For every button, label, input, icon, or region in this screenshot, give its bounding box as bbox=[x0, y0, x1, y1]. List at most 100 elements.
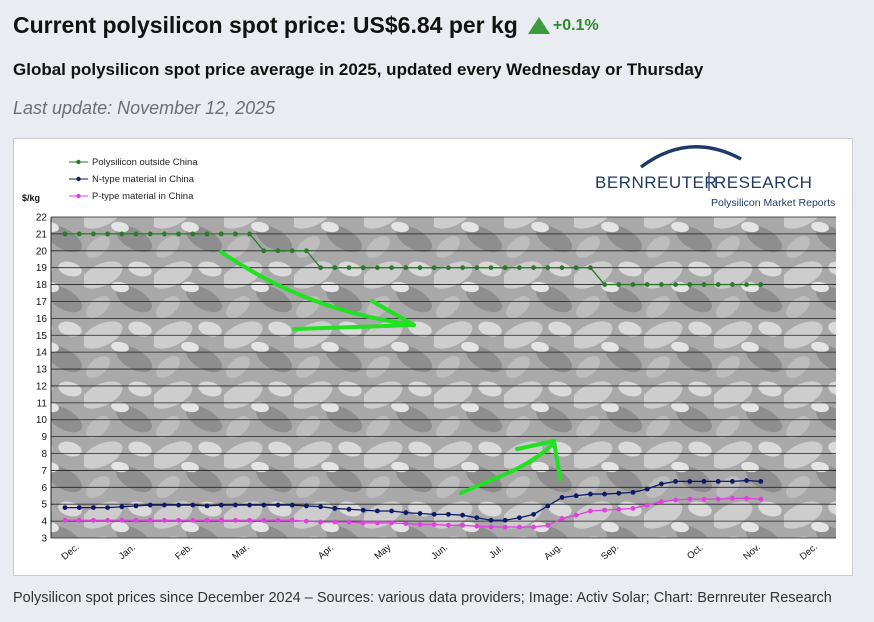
down-trend-arrow-head bbox=[292, 299, 416, 331]
x-tick-label: Nov. bbox=[741, 542, 763, 563]
bernreuter-logo: BERNREUTER RESEARCH Polysilicon Market R… bbox=[595, 145, 835, 209]
data-point-outside_china bbox=[346, 265, 352, 271]
logo-secondary: RESEARCH bbox=[714, 173, 812, 192]
trend-arrows bbox=[219, 250, 562, 495]
data-point-p_type bbox=[176, 517, 182, 523]
x-tick-label: Feb. bbox=[173, 542, 195, 563]
data-point-p_type bbox=[389, 520, 394, 526]
data-point-p_type bbox=[460, 522, 465, 528]
data-point-p_type bbox=[602, 507, 607, 513]
data-point-outside_china bbox=[162, 231, 167, 237]
data-point-outside_china bbox=[119, 231, 125, 237]
data-point-n_type bbox=[147, 502, 153, 508]
x-axis: Dec. Jan. Feb. Mar. Apr. May Jun. Jul. Aug. Sep. O… bbox=[59, 542, 819, 563]
data-point-n_type bbox=[289, 502, 295, 508]
y-tick-label: 5 bbox=[41, 500, 47, 511]
data-point-p_type bbox=[375, 520, 380, 526]
data-point-n_type bbox=[744, 478, 749, 483]
data-point-n_type bbox=[176, 502, 182, 508]
x-tick-label: May bbox=[372, 542, 393, 562]
data-point-p_type bbox=[247, 517, 253, 523]
data-point-p_type bbox=[105, 517, 110, 523]
x-tick-label: Dec. bbox=[59, 542, 81, 563]
data-point-p_type bbox=[403, 521, 409, 527]
data-point-outside_china bbox=[261, 248, 267, 254]
data-point-p_type bbox=[204, 517, 210, 523]
data-point-p_type bbox=[588, 508, 593, 514]
data-point-p_type bbox=[517, 524, 522, 530]
data-point-outside_china bbox=[76, 231, 82, 237]
data-point-outside_china bbox=[715, 282, 721, 287]
data-point-p_type bbox=[659, 499, 664, 505]
data-point-outside_china bbox=[417, 265, 423, 271]
y-tick-label: 6 bbox=[41, 483, 47, 494]
data-point-n_type bbox=[105, 505, 110, 510]
legend-marker-p-type bbox=[76, 193, 81, 199]
data-point-n_type bbox=[431, 511, 437, 517]
data-point-p_type bbox=[630, 506, 636, 511]
data-point-n_type bbox=[91, 505, 96, 510]
plot-background bbox=[51, 217, 836, 538]
data-point-n_type bbox=[659, 481, 664, 487]
data-point-outside_china bbox=[332, 265, 338, 271]
data-point-outside_china bbox=[573, 265, 579, 271]
y-tick-label: 19 bbox=[36, 263, 48, 274]
data-point-p_type bbox=[446, 522, 451, 528]
logo-primary: BERNREUTER bbox=[595, 173, 717, 192]
data-point-n_type bbox=[233, 502, 238, 508]
data-point-n_type bbox=[673, 479, 678, 484]
data-point-n_type bbox=[247, 502, 253, 508]
data-point-outside_china bbox=[91, 231, 96, 237]
data-point-outside_china bbox=[133, 231, 139, 237]
data-point-p_type bbox=[573, 512, 579, 518]
data-point-n_type bbox=[644, 486, 650, 492]
data-point-outside_china bbox=[488, 265, 494, 271]
y-tick-label: 21 bbox=[36, 229, 48, 240]
y-tick-label: 7 bbox=[41, 466, 47, 477]
y-tick-label: 8 bbox=[41, 449, 47, 460]
data-point-p_type bbox=[545, 522, 551, 528]
data-point-p_type bbox=[76, 517, 82, 523]
data-point-p_type bbox=[190, 517, 196, 523]
y-tick-label: 14 bbox=[36, 348, 48, 359]
data-point-outside_china bbox=[616, 282, 622, 287]
data-point-outside_china bbox=[545, 265, 551, 271]
data-point-n_type bbox=[332, 506, 338, 511]
data-point-outside_china bbox=[744, 282, 749, 287]
data-point-outside_china bbox=[630, 282, 636, 287]
y-tick-label: 11 bbox=[37, 398, 48, 409]
legend-label-n-type: N-type material in China bbox=[92, 174, 195, 185]
data-point-outside_china bbox=[275, 248, 281, 254]
y-tick-label: 13 bbox=[36, 365, 48, 376]
data-point-outside_china bbox=[474, 265, 480, 271]
data-point-outside_china bbox=[730, 282, 735, 287]
data-point-n_type bbox=[261, 502, 267, 508]
data-point-outside_china bbox=[687, 282, 693, 287]
data-point-p_type bbox=[304, 518, 309, 524]
data-point-n_type bbox=[318, 504, 323, 510]
data-point-outside_china bbox=[644, 282, 650, 287]
data-point-p_type bbox=[91, 517, 96, 523]
legend-label-p-type: P-type material in China bbox=[92, 191, 194, 202]
data-point-outside_china bbox=[403, 265, 409, 271]
data-point-n_type bbox=[630, 489, 636, 495]
data-point-outside_china bbox=[758, 282, 764, 287]
x-tick-label: Jun. bbox=[429, 542, 450, 562]
data-point-n_type bbox=[474, 515, 480, 521]
up-trend-arrow-head bbox=[515, 439, 562, 481]
price-chart: 3 4 5 6 7 8 9 10 11 12 13 14 15 16 17 18 19 20 21 22 Dec. Ja… bbox=[22, 145, 836, 563]
up-arrow-icon bbox=[527, 17, 550, 34]
x-tick-label: Oct. bbox=[685, 542, 705, 562]
data-point-outside_china bbox=[502, 265, 508, 271]
x-tick-label: Dec. bbox=[798, 542, 820, 563]
data-point-n_type bbox=[502, 517, 508, 523]
data-point-p_type bbox=[431, 522, 437, 527]
down-trend-arrow bbox=[219, 250, 416, 327]
data-point-n_type bbox=[304, 503, 309, 509]
data-point-p_type bbox=[673, 497, 678, 503]
legend-marker-outside-china bbox=[76, 159, 81, 165]
data-point-outside_china bbox=[105, 231, 110, 237]
data-point-p_type bbox=[715, 496, 721, 502]
data-point-n_type bbox=[204, 503, 210, 509]
data-point-outside_china bbox=[531, 265, 536, 271]
